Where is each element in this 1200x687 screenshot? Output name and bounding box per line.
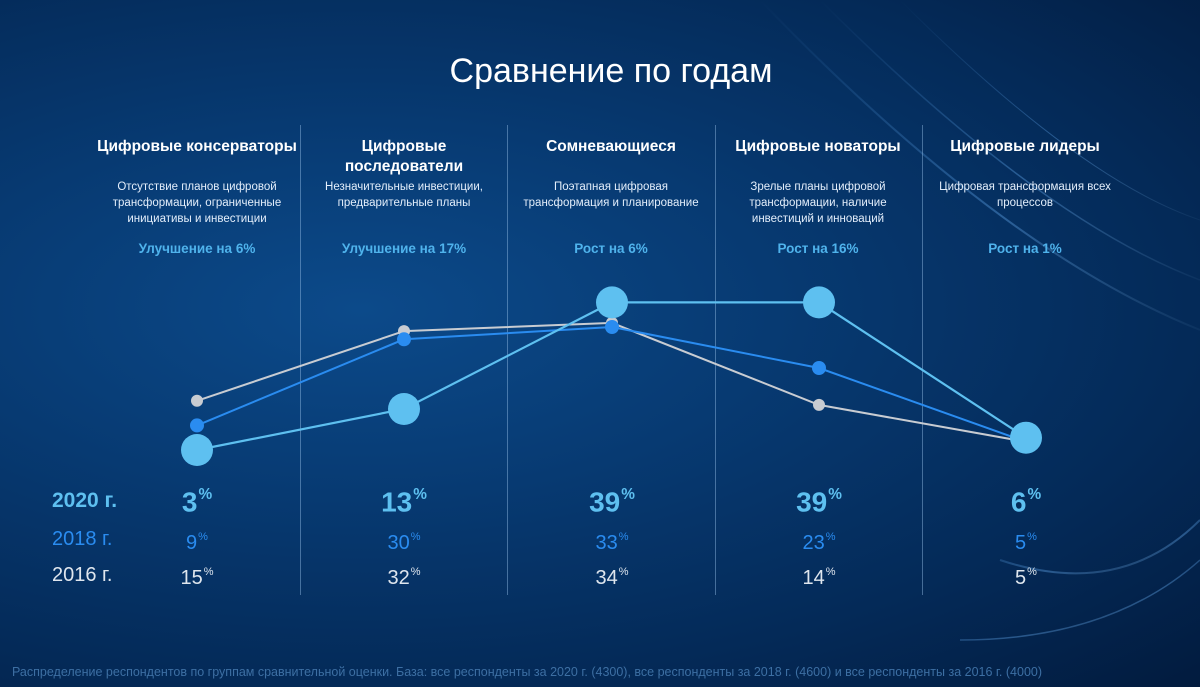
value-2016-1: 15% bbox=[180, 566, 214, 589]
value-2016-3: 34% bbox=[595, 566, 629, 589]
value-2018-2: 30% bbox=[387, 531, 421, 554]
data-point-2018-2 bbox=[397, 332, 411, 347]
value-2016-5: 5% bbox=[1015, 566, 1037, 589]
year-label-2020: 2020 г. bbox=[52, 489, 118, 512]
series-line-2016 bbox=[196, 321, 1027, 443]
column-divider bbox=[715, 125, 716, 595]
column-growth: Рост на 1% bbox=[988, 241, 1062, 256]
value-2020-4: 39% bbox=[796, 486, 842, 518]
year-label-2018: 2018 г. bbox=[52, 528, 113, 550]
value-2018-3: 33% bbox=[595, 531, 629, 554]
column-title: Цифровые новаторы bbox=[735, 138, 901, 155]
value-2018-1: 9% bbox=[186, 531, 208, 554]
footnote: Распределение респондентов по группам ср… bbox=[12, 665, 1043, 679]
column-divider bbox=[507, 125, 508, 595]
column-description: Отсутствие планов цифровой трансформации… bbox=[112, 181, 282, 225]
column-growth: Рост на 6% bbox=[574, 241, 648, 256]
column-description: Цифровая трансформация всех процессов bbox=[939, 181, 1111, 209]
column-doubters: Сомневающиеся Поэтапная цифровая трансфо… bbox=[511, 137, 711, 256]
column-description: Незначительные инвестиции, предварительн… bbox=[325, 181, 483, 209]
data-point-2018-3 bbox=[605, 320, 619, 334]
data-point-2020-3 bbox=[596, 286, 628, 319]
value-2020-3: 39% bbox=[589, 486, 635, 518]
column-leaders: Цифровые лидеры Цифровая трансформация в… bbox=[925, 137, 1125, 256]
column-divider bbox=[300, 125, 301, 595]
year-label-2016: 2016 г. bbox=[52, 564, 113, 586]
value-2020-1: 3% bbox=[181, 486, 213, 518]
column-title: Цифровые консерваторы bbox=[97, 138, 297, 155]
column-innovators: Цифровые новаторы Зрелые планы цифровой … bbox=[718, 137, 918, 256]
column-divider bbox=[922, 125, 923, 595]
column-title: Цифровые лидеры bbox=[950, 138, 1100, 155]
column-conservatives: Цифровые консерваторы Отсутствие планов … bbox=[97, 137, 297, 256]
data-point-2016-4 bbox=[813, 398, 825, 411]
data-point-2020-1 bbox=[181, 434, 213, 466]
data-point-2020-4 bbox=[803, 286, 835, 319]
value-2018-4: 23% bbox=[802, 531, 836, 554]
column-title: Цифровые последователи bbox=[344, 138, 464, 175]
value-2018-5: 5% bbox=[1015, 531, 1037, 554]
data-point-2016-1 bbox=[191, 394, 203, 407]
page-title: Сравнение по годам bbox=[449, 52, 773, 90]
data-point-2018-1 bbox=[190, 418, 204, 433]
data-point-2020-5 bbox=[1010, 421, 1042, 454]
column-followers: Цифровые последователи Незначительные ин… bbox=[304, 137, 504, 256]
value-2020-2: 13% bbox=[381, 486, 427, 518]
column-growth: Улучшение на 17% bbox=[341, 241, 467, 256]
column-description: Поэтапная цифровая трансформация и плани… bbox=[523, 181, 699, 209]
value-2016-2: 32% bbox=[387, 566, 421, 589]
column-growth: Рост на 16% bbox=[777, 241, 859, 256]
data-point-2020-2 bbox=[388, 393, 420, 425]
column-title: Сомневающиеся bbox=[546, 138, 676, 155]
value-2020-5: 6% bbox=[1010, 486, 1042, 518]
column-growth: Улучшение на 6% bbox=[138, 241, 256, 256]
column-description: Зрелые планы цифровой трансформации, нал… bbox=[749, 181, 887, 225]
value-2016-4: 14% bbox=[802, 566, 836, 589]
data-point-2018-4 bbox=[812, 361, 826, 375]
